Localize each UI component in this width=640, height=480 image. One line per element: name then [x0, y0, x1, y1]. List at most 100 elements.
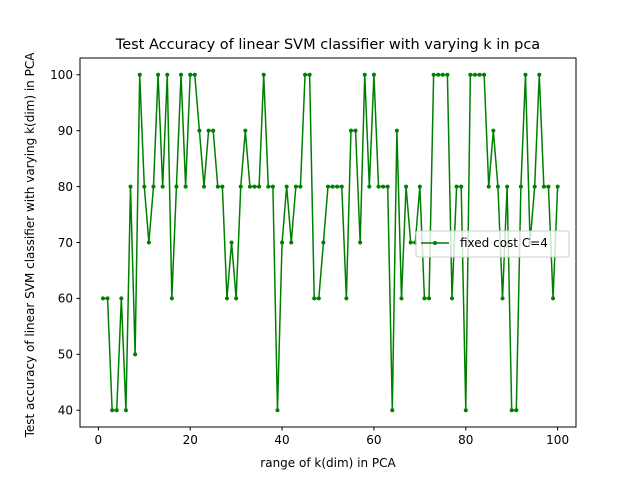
legend: fixed cost C=4 — [415, 230, 570, 258]
y-tick-label: 70 — [58, 236, 73, 250]
data-point — [114, 408, 119, 413]
y-tick-label: 90 — [58, 124, 73, 138]
data-point — [367, 184, 372, 189]
data-point — [326, 184, 330, 189]
data-point — [537, 72, 542, 77]
data-point — [514, 408, 519, 413]
data-point — [312, 296, 317, 301]
data-point — [450, 296, 454, 301]
data-point — [303, 72, 308, 77]
data-point — [459, 184, 464, 189]
data-point — [440, 72, 445, 77]
data-point — [376, 184, 381, 189]
data-point — [146, 240, 151, 245]
data-point — [551, 296, 556, 301]
data-point — [339, 184, 344, 189]
series-layer — [100, 72, 560, 413]
data-point — [477, 72, 482, 77]
data-point — [128, 184, 133, 189]
data-point — [257, 184, 262, 189]
x-tick-label: 40 — [274, 433, 289, 447]
data-point — [417, 184, 422, 189]
data-point — [238, 184, 243, 189]
data-point — [197, 128, 202, 133]
data-point — [518, 184, 523, 189]
data-point — [491, 128, 496, 133]
data-point — [394, 128, 399, 133]
data-point — [316, 296, 321, 301]
data-point — [404, 184, 409, 189]
legend-label-fixed-cost: fixed cost C=4 — [460, 236, 548, 250]
data-point — [123, 408, 128, 413]
data-point — [247, 184, 252, 189]
data-point — [532, 184, 537, 189]
data-point — [468, 72, 473, 77]
data-point — [422, 296, 427, 301]
y-axis-label: Test accuracy of linear SVM classifier w… — [23, 52, 37, 439]
y-tick-label: 50 — [58, 348, 73, 362]
data-point — [234, 296, 239, 301]
data-point — [266, 184, 271, 189]
data-point — [100, 296, 105, 301]
y-tick-label: 80 — [58, 180, 73, 194]
data-point — [206, 128, 211, 133]
data-point — [270, 184, 275, 189]
data-point — [229, 240, 234, 245]
data-point — [289, 240, 294, 245]
data-point — [486, 184, 491, 189]
legend-box — [415, 230, 570, 258]
data-point — [110, 408, 115, 413]
data-point — [353, 128, 358, 133]
data-point — [445, 72, 450, 77]
data-point — [105, 296, 110, 301]
data-point — [169, 296, 174, 301]
data-point — [541, 184, 546, 189]
x-tick-label: 20 — [183, 433, 198, 447]
data-point — [505, 184, 510, 189]
data-point — [307, 72, 312, 77]
data-point — [275, 408, 280, 413]
data-point — [165, 72, 170, 77]
y-tick-label: 40 — [58, 404, 73, 418]
data-point — [523, 72, 528, 77]
x-tick-label: 60 — [366, 433, 381, 447]
data-point — [399, 296, 404, 301]
data-point — [362, 72, 367, 77]
data-point — [546, 184, 551, 189]
data-point — [330, 184, 335, 189]
data-point — [381, 184, 386, 189]
data-point — [243, 128, 248, 133]
data-point — [348, 128, 353, 133]
data-point — [344, 296, 349, 301]
data-point — [183, 184, 188, 189]
data-point — [188, 72, 193, 77]
data-point — [252, 184, 257, 189]
data-point — [454, 184, 459, 189]
data-point — [436, 72, 441, 77]
legend-marker-swatch — [433, 241, 437, 245]
data-point — [431, 72, 436, 77]
data-point — [335, 184, 340, 189]
data-point — [408, 240, 413, 245]
data-point — [137, 72, 142, 77]
data-point — [211, 128, 216, 133]
data-point — [298, 184, 303, 189]
data-point — [293, 184, 298, 189]
chart-title: Test Accuracy of linear SVM classifier w… — [115, 37, 540, 53]
data-point — [385, 184, 390, 189]
data-point — [261, 72, 266, 77]
data-point — [555, 184, 560, 189]
data-point — [495, 184, 500, 189]
data-point — [142, 184, 147, 189]
x-axis-label: range of k(dim) in PCA — [260, 456, 396, 470]
data-point — [500, 296, 505, 301]
data-point — [472, 72, 477, 77]
y-tick-label: 60 — [58, 292, 73, 306]
data-point — [156, 72, 161, 77]
data-point — [509, 408, 514, 413]
x-tick-label: 80 — [458, 433, 473, 447]
data-point — [284, 184, 289, 189]
data-point — [133, 352, 138, 357]
data-point — [371, 72, 376, 77]
